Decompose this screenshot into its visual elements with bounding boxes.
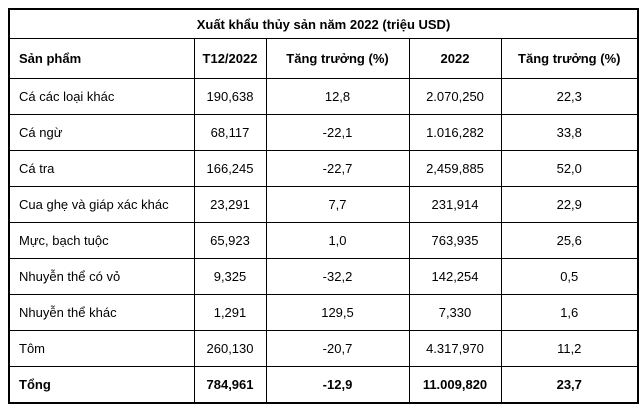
table-total-row: Tổng 784,961 -12,9 11.009,820 23,7 (8, 366, 639, 403)
cell-total-t12-value: 784,961 (193, 366, 267, 403)
column-header-2022: 2022 (408, 38, 502, 79)
cell-growth-year: 33,8 (500, 114, 639, 151)
cell-year-value: 4.317,970 (408, 330, 502, 367)
cell-total-growth-year: 23,7 (500, 366, 639, 403)
cell-t12-value: 65,923 (193, 222, 267, 259)
table-row: Cá tra 166,245 -22,7 2,459,885 52,0 (8, 150, 639, 187)
cell-growth-year: 52,0 (500, 150, 639, 187)
cell-year-value: 2.070,250 (408, 78, 502, 115)
cell-growth-month: 1,0 (265, 222, 410, 259)
cell-growth-year: 22,9 (500, 186, 639, 223)
cell-product: Cua ghẹ và giáp xác khác (8, 186, 195, 223)
table-title: Xuất khẩu thủy sản năm 2022 (triệu USD) (8, 8, 639, 39)
cell-year-value: 763,935 (408, 222, 502, 259)
cell-t12-value: 1,291 (193, 294, 267, 331)
column-header-growth-year: Tăng trưởng (%) (500, 38, 639, 79)
cell-year-value: 231,914 (408, 186, 502, 223)
cell-total-growth-month: -12,9 (265, 366, 410, 403)
table-row: Cua ghẹ và giáp xác khác 23,291 7,7 231,… (8, 186, 639, 223)
cell-total-year-value: 11.009,820 (408, 366, 502, 403)
cell-product: Nhuyễn thể khác (8, 294, 195, 331)
cell-growth-year: 0,5 (500, 258, 639, 295)
cell-t12-value: 68,117 (193, 114, 267, 151)
table-row: Nhuyễn thể khác 1,291 129,5 7,330 1,6 (8, 294, 639, 331)
cell-growth-year: 25,6 (500, 222, 639, 259)
cell-growth-month: -22,1 (265, 114, 410, 151)
cell-t12-value: 166,245 (193, 150, 267, 187)
cell-year-value: 7,330 (408, 294, 502, 331)
cell-growth-month: -20,7 (265, 330, 410, 367)
table-row: Tôm 260,130 -20,7 4.317,970 11,2 (8, 330, 639, 367)
cell-t12-value: 260,130 (193, 330, 267, 367)
table-row: Cá các loại khác 190,638 12,8 2.070,250 … (8, 78, 639, 115)
table-title-row: Xuất khẩu thủy sản năm 2022 (triệu USD) (8, 8, 639, 39)
column-header-product: Sản phẩm (8, 38, 195, 79)
cell-t12-value: 9,325 (193, 258, 267, 295)
cell-product: Cá tra (8, 150, 195, 187)
cell-growth-month: 12,8 (265, 78, 410, 115)
cell-growth-year: 11,2 (500, 330, 639, 367)
table-row: Mực, bạch tuộc 65,923 1,0 763,935 25,6 (8, 222, 639, 259)
cell-t12-value: 190,638 (193, 78, 267, 115)
cell-growth-month: -22,7 (265, 150, 410, 187)
cell-year-value: 1.016,282 (408, 114, 502, 151)
cell-year-value: 142,254 (408, 258, 502, 295)
cell-growth-month: -32,2 (265, 258, 410, 295)
cell-product: Tôm (8, 330, 195, 367)
cell-product: Cá ngừ (8, 114, 195, 151)
cell-growth-year: 22,3 (500, 78, 639, 115)
cell-product: Cá các loại khác (8, 78, 195, 115)
cell-year-value: 2,459,885 (408, 150, 502, 187)
cell-growth-year: 1,6 (500, 294, 639, 331)
cell-total-label: Tổng (8, 366, 195, 403)
column-header-growth-month: Tăng trưởng (%) (265, 38, 410, 79)
table-row: Cá ngừ 68,117 -22,1 1.016,282 33,8 (8, 114, 639, 151)
cell-growth-month: 129,5 (265, 294, 410, 331)
table-header-row: Sản phẩm T12/2022 Tăng trưởng (%) 2022 T… (8, 38, 639, 79)
column-header-t12-2022: T12/2022 (193, 38, 267, 79)
cell-product: Nhuyễn thể có vỏ (8, 258, 195, 295)
cell-t12-value: 23,291 (193, 186, 267, 223)
seafood-export-table: Xuất khẩu thủy sản năm 2022 (triệu USD) … (8, 8, 639, 404)
cell-product: Mực, bạch tuộc (8, 222, 195, 259)
cell-growth-month: 7,7 (265, 186, 410, 223)
table-row: Nhuyễn thể có vỏ 9,325 -32,2 142,254 0,5 (8, 258, 639, 295)
